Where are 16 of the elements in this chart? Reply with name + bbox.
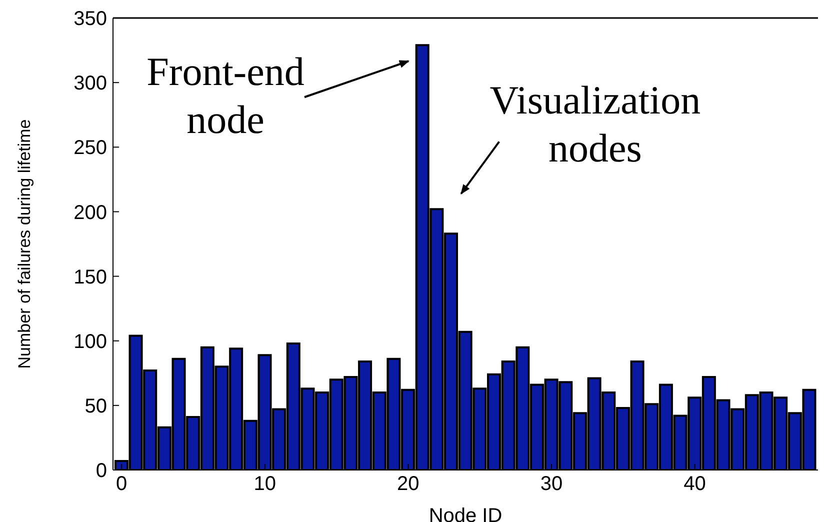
y-tick-label: 150 — [74, 266, 107, 288]
x-tick-label: 20 — [397, 473, 420, 496]
y-tick-label: 50 — [84, 396, 107, 418]
y-tick-label: 200 — [74, 202, 107, 224]
x-tick-label: 10 — [254, 473, 276, 496]
x-axis-title: Node ID — [428, 505, 502, 522]
x-tick-label: 0 — [116, 473, 128, 496]
x-tick-label: 40 — [684, 473, 706, 496]
y-tick-label: 300 — [74, 72, 107, 95]
y-tick-label: 100 — [74, 330, 107, 353]
y-tick-label: 250 — [74, 137, 107, 160]
y-axis-title: Number of failures during lifetime — [15, 119, 34, 369]
annotation: Front-end node — [146, 49, 304, 142]
annotation: Visualization nodes — [490, 78, 701, 171]
x-tick-label: 30 — [540, 473, 563, 496]
y-tick-label: 350 — [74, 8, 107, 30]
